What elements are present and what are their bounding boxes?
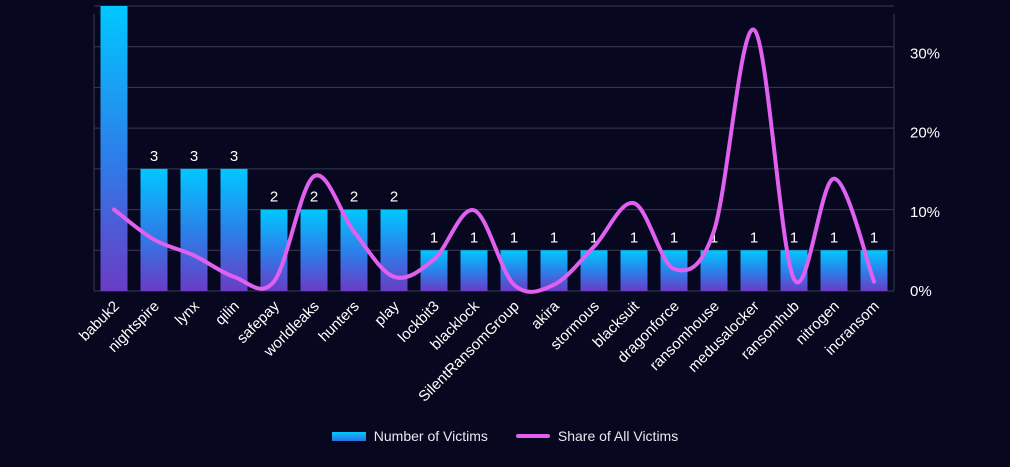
share-series-line[interactable] [112,27,876,294]
legend: Number of Victims Share of All Victims [0,428,1010,444]
bar-data-label: 1 [470,229,478,246]
bar[interactable] [820,250,848,291]
bar-data-label: 1 [830,229,838,246]
bar-data-label: 2 [310,189,318,206]
bar[interactable] [100,6,128,291]
bar[interactable] [780,250,808,291]
x-tick-label: qilin [212,298,243,329]
right-tick-label: 30% [910,46,940,63]
bar-data-label: 1 [670,229,678,246]
legend-item-share[interactable]: Share of All Victims [515,428,679,444]
bar-data-label: 3 [150,148,158,165]
bar[interactable] [140,168,168,291]
bar-data-labels: 7 3 3 3 2 2 2 2 1 1 1 1 1 1 1 1 1 1 1 1 [110,0,878,246]
x-tick-label: akira [528,297,563,332]
legend-item-victims[interactable]: Number of Victims [331,428,488,444]
bar[interactable] [460,250,488,291]
bar-data-label: 7 [110,0,118,2]
bar-data-label: 1 [750,229,758,246]
bar[interactable] [740,250,768,291]
right-tick-label: 10% [910,204,940,221]
x-tick-label: play [371,297,403,329]
bar[interactable] [260,209,288,291]
legend-line-swatch [515,434,550,438]
bar-data-label: 1 [870,229,878,246]
bar[interactable] [180,168,208,291]
bar-data-label: 3 [190,148,198,165]
bar-data-label: 2 [270,189,278,206]
share-line [112,27,876,294]
bar[interactable] [420,250,448,291]
bar[interactable] [340,209,368,291]
legend-bar-swatch [331,431,366,441]
bar-data-label: 1 [510,229,518,246]
right-tick-label: 0% [910,283,932,300]
bars [100,6,888,291]
legend-label-share: Share of All Victims [557,428,679,444]
x-tick-label: lynx [172,297,203,328]
legend-label-victims: Number of Victims [373,428,488,444]
bar-data-label: 1 [590,229,598,246]
bar[interactable] [620,250,648,291]
bar[interactable] [300,209,328,291]
x-tick-label: hunters [315,298,362,345]
bar-data-label: 1 [630,229,638,246]
right-tick-label: 20% [910,125,940,142]
bar-data-label: 1 [790,229,798,246]
bar-data-label: 1 [710,229,718,246]
bar[interactable] [700,250,728,291]
bar-data-label: 1 [550,229,558,246]
bar-data-label: 2 [350,189,358,206]
bar-data-label: 3 [230,148,238,165]
right-axis-ticks: 0% 10% 20% 30% [910,46,940,300]
bar-data-label: 1 [430,229,438,246]
bar-data-label: 2 [390,189,398,206]
